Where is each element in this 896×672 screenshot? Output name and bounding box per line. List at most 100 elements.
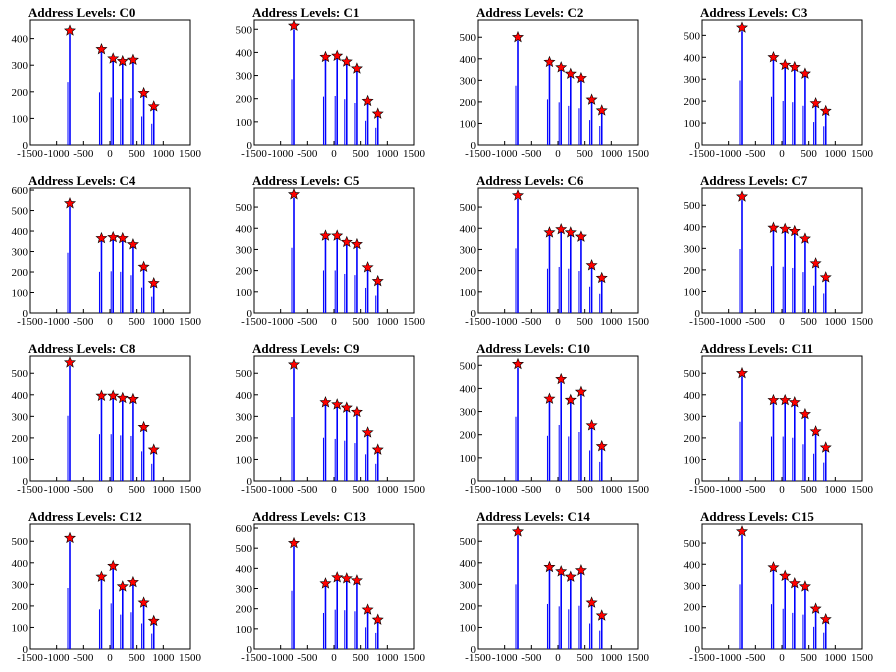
x-tick-label: 0 xyxy=(555,484,561,496)
y-tick-label: 400 xyxy=(236,47,253,59)
peak-marker xyxy=(147,443,160,455)
x-tick-label: -1500 xyxy=(17,148,43,160)
y-tick-label: 500 xyxy=(12,368,29,380)
y-tick-label: 300 xyxy=(684,243,701,255)
peak-marker xyxy=(788,577,801,589)
peak-marker xyxy=(735,525,749,537)
peak-marker xyxy=(147,276,160,289)
peak-marker xyxy=(287,358,301,370)
x-tick-label: 0 xyxy=(331,316,337,328)
chart-title: Address Levels: C5 xyxy=(252,173,360,188)
y-tick-label: 400 xyxy=(684,222,701,234)
x-tick-label: 1000 xyxy=(824,316,847,328)
peak-marker xyxy=(595,609,608,621)
peak-marker xyxy=(788,396,801,408)
x-tick-label: 500 xyxy=(800,316,817,328)
y-tick-label: 300 xyxy=(684,580,701,592)
x-tick-label: 1000 xyxy=(152,484,175,496)
y-tick-label: 0 xyxy=(23,476,29,488)
x-tick-label: 1000 xyxy=(376,316,399,328)
x-tick-label: 1000 xyxy=(600,484,623,496)
peak-marker xyxy=(511,30,525,43)
x-tick-label: -500 xyxy=(745,148,766,160)
peak-marker xyxy=(798,67,811,79)
y-tick-label: 300 xyxy=(12,60,29,72)
x-tick-label: -500 xyxy=(745,484,766,496)
peak-marker xyxy=(116,391,129,404)
y-tick-label: 0 xyxy=(247,308,253,320)
peak-marker xyxy=(350,574,363,586)
x-tick-label: 500 xyxy=(352,316,369,328)
x-tick-label: -1500 xyxy=(465,484,491,496)
y-tick-label: 100 xyxy=(684,623,701,635)
peak-marker xyxy=(511,189,525,201)
y-tick-label: 300 xyxy=(684,411,701,423)
y-tick-label: 500 xyxy=(460,360,477,372)
peak-marker xyxy=(574,71,587,84)
peak-marker xyxy=(564,570,577,582)
x-tick-label: 1000 xyxy=(824,484,847,496)
y-tick-label: 500 xyxy=(684,30,701,42)
peak-marker xyxy=(107,52,120,64)
y-tick-label: 0 xyxy=(23,140,29,152)
x-tick-label: 1000 xyxy=(824,652,847,664)
x-tick-label: -1500 xyxy=(241,148,267,160)
peak-marker xyxy=(767,561,780,573)
chart-title: Address Levels: C14 xyxy=(476,509,590,524)
x-tick-label: 1000 xyxy=(600,316,623,328)
x-tick-label: 1000 xyxy=(152,652,175,664)
y-tick-label: 100 xyxy=(236,117,253,129)
peak-marker xyxy=(331,49,344,61)
peak-marker xyxy=(340,572,353,584)
y-tick-label: 500 xyxy=(460,202,477,214)
peak-marker xyxy=(809,602,822,614)
x-tick-label: -1000 xyxy=(44,316,70,328)
y-tick-label: 300 xyxy=(236,244,253,256)
y-tick-label: 500 xyxy=(684,538,701,550)
chart-title: Address Levels: C12 xyxy=(28,509,142,524)
peak-marker xyxy=(319,396,332,408)
chart-panel: 100 200 300 400 500 0 -1500 -1000 -500 0 500 1000 15… xyxy=(672,168,896,336)
peak-marker xyxy=(361,261,374,273)
x-tick-label: -1500 xyxy=(465,652,491,664)
chart-panel: 100 200 300 400 0 -1500 -1000 -500 0 500 1000 1500 A… xyxy=(0,0,224,168)
peak-marker xyxy=(564,226,577,238)
peak-marker xyxy=(585,259,598,271)
x-tick-label: 1500 xyxy=(403,148,426,160)
x-tick-label: 500 xyxy=(128,316,145,328)
peak-marker xyxy=(798,407,811,420)
y-tick-label: 0 xyxy=(471,140,477,152)
chart-panel: 100 200 300 400 500 0 -1500 -1000 -500 0 500 1000 15… xyxy=(0,504,224,672)
y-tick-label: 300 xyxy=(460,244,477,256)
x-tick-label: 500 xyxy=(128,148,145,160)
x-tick-label: -1000 xyxy=(44,148,70,160)
peak-marker xyxy=(95,389,108,401)
chart-title: Address Levels: C13 xyxy=(252,509,366,524)
peak-marker xyxy=(116,54,129,67)
peak-marker xyxy=(809,257,822,269)
peak-marker xyxy=(735,190,749,202)
y-tick-label: 100 xyxy=(236,454,253,466)
peak-marker xyxy=(595,104,608,116)
peak-marker xyxy=(331,229,344,241)
peak-marker xyxy=(126,575,139,588)
x-tick-label: -1000 xyxy=(716,484,742,496)
x-tick-label: 1500 xyxy=(851,148,874,160)
chart-title: Address Levels: C1 xyxy=(252,5,360,20)
y-tick-label: 500 xyxy=(236,24,253,36)
x-tick-label: -1000 xyxy=(268,316,294,328)
peak-marker xyxy=(95,42,108,55)
peak-marker xyxy=(126,238,139,250)
chart-title: Address Levels: C0 xyxy=(28,5,136,20)
plot-frame xyxy=(701,355,863,482)
peak-marker xyxy=(767,393,780,406)
plot-frame xyxy=(701,187,863,314)
y-tick-label: 200 xyxy=(12,87,29,99)
chart-panel: 100 200 300 400 500 600 0 -1500 -1000 -500 0 500 100… xyxy=(224,504,448,672)
y-tick-label: 300 xyxy=(236,71,253,83)
x-tick-label: -1000 xyxy=(716,652,742,664)
y-tick-label: 200 xyxy=(460,601,477,613)
